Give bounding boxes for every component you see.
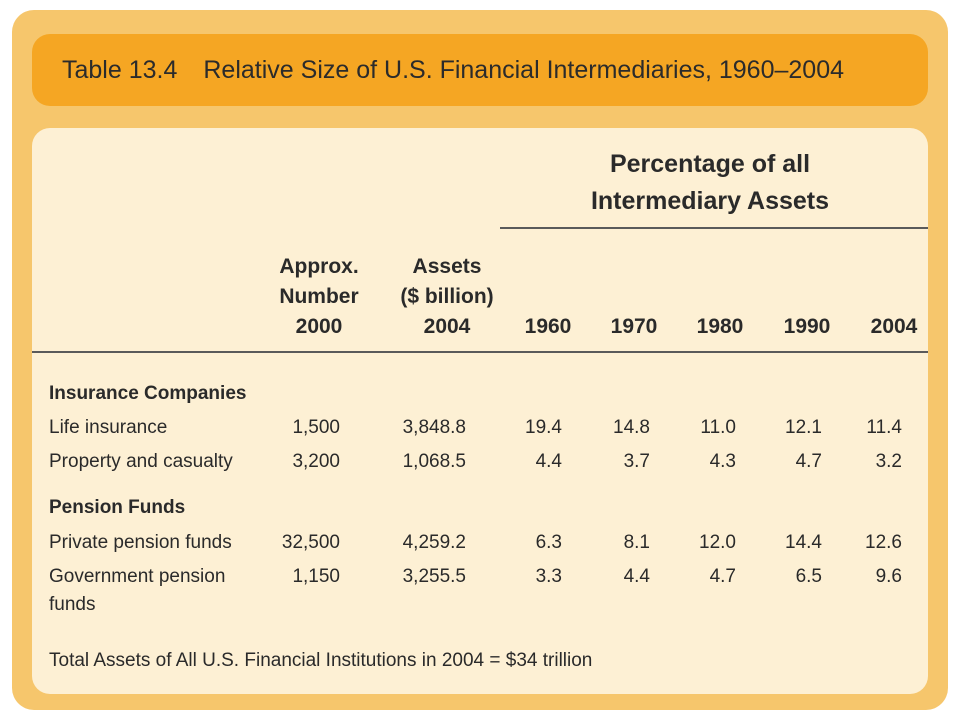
header-year-1990: 1990: [783, 315, 831, 338]
header-rule: [32, 351, 928, 353]
row-number: 3,200: [292, 451, 340, 472]
row-pct-1960: 4.4: [535, 451, 562, 472]
table-footnote: Total Assets of All U.S. Financial Insti…: [49, 650, 593, 671]
row-assets: 4,259.2: [402, 532, 466, 553]
row-pct-1960: 6.3: [535, 532, 562, 553]
header-year-1980: 1980: [696, 315, 744, 338]
row-pct-1990: 12.1: [785, 417, 822, 438]
row-pct-1960: 3.3: [535, 566, 562, 587]
row-label: Government pension: [49, 566, 226, 587]
row-pct-1970: 4.4: [623, 566, 650, 587]
row-pct-1960: 19.4: [525, 417, 562, 438]
table-title: Relative Size of U.S. Financial Intermed…: [203, 55, 844, 84]
row-pct-2004: 12.6: [865, 532, 902, 553]
header-year-2004: 2004: [870, 315, 918, 338]
section-title-pension: Pension Funds: [49, 497, 186, 518]
group-header-line2: Intermediary Assets: [590, 187, 830, 215]
row-label: Private pension funds: [49, 532, 232, 553]
group-header-line1: Percentage of all: [609, 150, 811, 178]
row-pct-2004: 3.2: [875, 451, 902, 472]
section-title-insurance: Insurance Companies: [49, 383, 247, 404]
header-assets-line2: ($ billion): [400, 285, 494, 308]
row-label-continued: funds: [49, 594, 96, 615]
row-assets: 3,848.8: [402, 417, 466, 438]
header-approx-line2: Number: [279, 285, 359, 308]
row-number: 32,500: [281, 532, 340, 553]
header-year-1960: 1960: [524, 315, 572, 338]
header-approx-line1: Approx.: [279, 255, 359, 278]
row-pct-1980: 4.7: [709, 566, 736, 587]
table-number: Table 13.4: [62, 55, 178, 84]
table-frame: Table 13.4 Relative Size of U.S. Financi…: [12, 10, 948, 710]
row-pct-2004: 11.4: [866, 417, 902, 438]
row-pct-1970: 8.1: [623, 532, 650, 553]
row-pct-1990: 4.7: [795, 451, 822, 472]
row-pct-2004: 9.6: [875, 566, 902, 587]
row-label: Life insurance: [49, 417, 168, 438]
header-approx-line3: 2000: [295, 315, 343, 338]
row-pct-1970: 14.8: [613, 417, 650, 438]
row-label: Property and casualty: [49, 451, 233, 472]
header-year-1970: 1970: [610, 315, 658, 338]
row-pct-1980: 11.0: [700, 417, 736, 438]
row-pct-1980: 12.0: [699, 532, 736, 553]
group-header-rule: [500, 227, 928, 229]
header-assets-line1: Assets: [412, 255, 482, 278]
row-assets: 1,068.5: [402, 451, 466, 472]
row-number: 1,150: [292, 566, 340, 587]
row-pct-1970: 3.7: [623, 451, 650, 472]
row-pct-1990: 14.4: [785, 532, 822, 553]
row-assets: 3,255.5: [402, 566, 466, 587]
row-pct-1990: 6.5: [795, 566, 822, 587]
row-pct-1980: 4.3: [709, 451, 736, 472]
header-assets-line3: 2004: [423, 315, 471, 338]
table-title-bar: Table 13.4 Relative Size of U.S. Financi…: [32, 34, 928, 106]
table-body: Percentage of all Intermediary Assets Ap…: [32, 128, 928, 694]
row-number: 1,500: [292, 417, 340, 438]
